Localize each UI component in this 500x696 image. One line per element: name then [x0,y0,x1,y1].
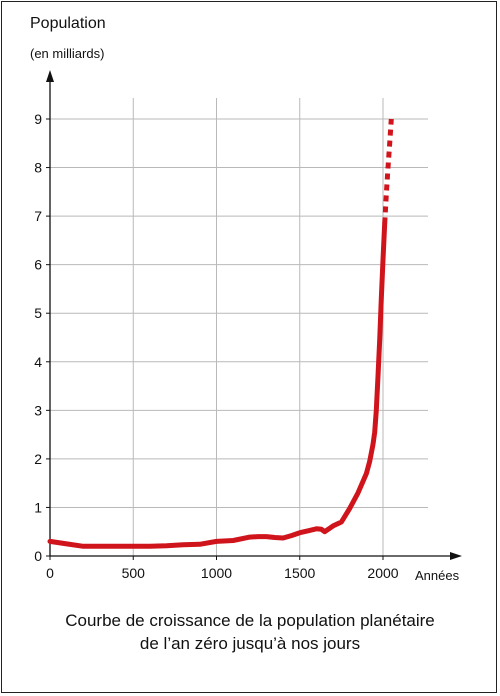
y-tick-label: 2 [34,451,42,467]
x-axis-label: Années [415,568,460,583]
grid-lines [50,98,428,556]
y-axis-label: Population [30,15,106,32]
caption-line-2: de l’an zéro jusqu’à nos jours [139,634,361,653]
x-tick-label: 0 [46,565,54,581]
y-tick-label: 7 [34,208,42,224]
series-group [47,118,394,549]
y-tick-label: 0 [34,548,42,564]
y-tick-label: 4 [34,354,42,370]
y-tick-label: 5 [34,305,42,321]
population-line [47,220,388,549]
y-tick-label: 9 [34,111,42,127]
y-axis-sublabel: (en milliards) [30,46,104,61]
tick-labels: 0 1 2 3 4 5 6 7 8 9 0 500 1000 1500 2000 [34,111,399,581]
y-tick-label: 8 [34,160,42,176]
x-tick-label: 1000 [201,565,232,581]
x-tick-label: 2000 [367,565,398,581]
projection-line [382,118,394,224]
axes [46,70,462,560]
caption-line-1: Courbe de croissance de la population pl… [65,611,435,630]
y-tick-label: 1 [34,499,42,515]
x-tick-label: 500 [122,565,146,581]
y-axis-arrow [46,70,54,82]
y-tick-label: 3 [34,402,42,418]
x-tick-label: 1500 [284,565,315,581]
y-tick-label: 6 [34,257,42,273]
x-axis-arrow [450,552,462,560]
